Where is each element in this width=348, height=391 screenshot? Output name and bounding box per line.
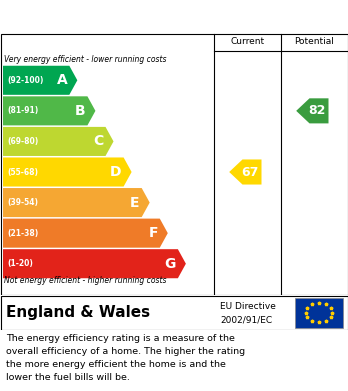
- Polygon shape: [3, 219, 168, 248]
- Text: A: A: [57, 73, 67, 87]
- Text: B: B: [75, 104, 85, 118]
- Polygon shape: [3, 249, 186, 278]
- Text: 82: 82: [308, 104, 326, 117]
- Text: Current: Current: [230, 38, 264, 47]
- Text: Not energy efficient - higher running costs: Not energy efficient - higher running co…: [4, 276, 166, 285]
- Text: (81-91): (81-91): [7, 106, 38, 115]
- Bar: [295, 298, 343, 328]
- Text: Very energy efficient - lower running costs: Very energy efficient - lower running co…: [4, 55, 166, 64]
- Polygon shape: [3, 127, 113, 156]
- Polygon shape: [229, 160, 261, 185]
- Text: 2002/91/EC: 2002/91/EC: [220, 316, 272, 325]
- Text: EU Directive: EU Directive: [220, 302, 276, 311]
- Text: E: E: [130, 196, 140, 210]
- Text: C: C: [93, 135, 103, 149]
- Polygon shape: [296, 98, 329, 124]
- Text: (55-68): (55-68): [7, 167, 38, 176]
- Text: (69-80): (69-80): [7, 137, 38, 146]
- Text: 67: 67: [242, 165, 259, 179]
- Polygon shape: [3, 96, 95, 126]
- Text: (1-20): (1-20): [7, 259, 33, 268]
- Text: Energy Efficiency Rating: Energy Efficiency Rating: [9, 9, 211, 24]
- Text: F: F: [148, 226, 158, 240]
- Text: Potential: Potential: [294, 38, 334, 47]
- Text: (21-38): (21-38): [7, 229, 38, 238]
- Text: (92-100): (92-100): [7, 76, 44, 85]
- Text: G: G: [165, 257, 176, 271]
- Text: (39-54): (39-54): [7, 198, 38, 207]
- Text: The energy efficiency rating is a measure of the
overall efficiency of a home. T: The energy efficiency rating is a measur…: [6, 334, 245, 382]
- Polygon shape: [3, 158, 132, 187]
- Polygon shape: [3, 188, 150, 217]
- Polygon shape: [3, 66, 77, 95]
- Text: D: D: [110, 165, 121, 179]
- Text: England & Wales: England & Wales: [6, 305, 150, 320]
